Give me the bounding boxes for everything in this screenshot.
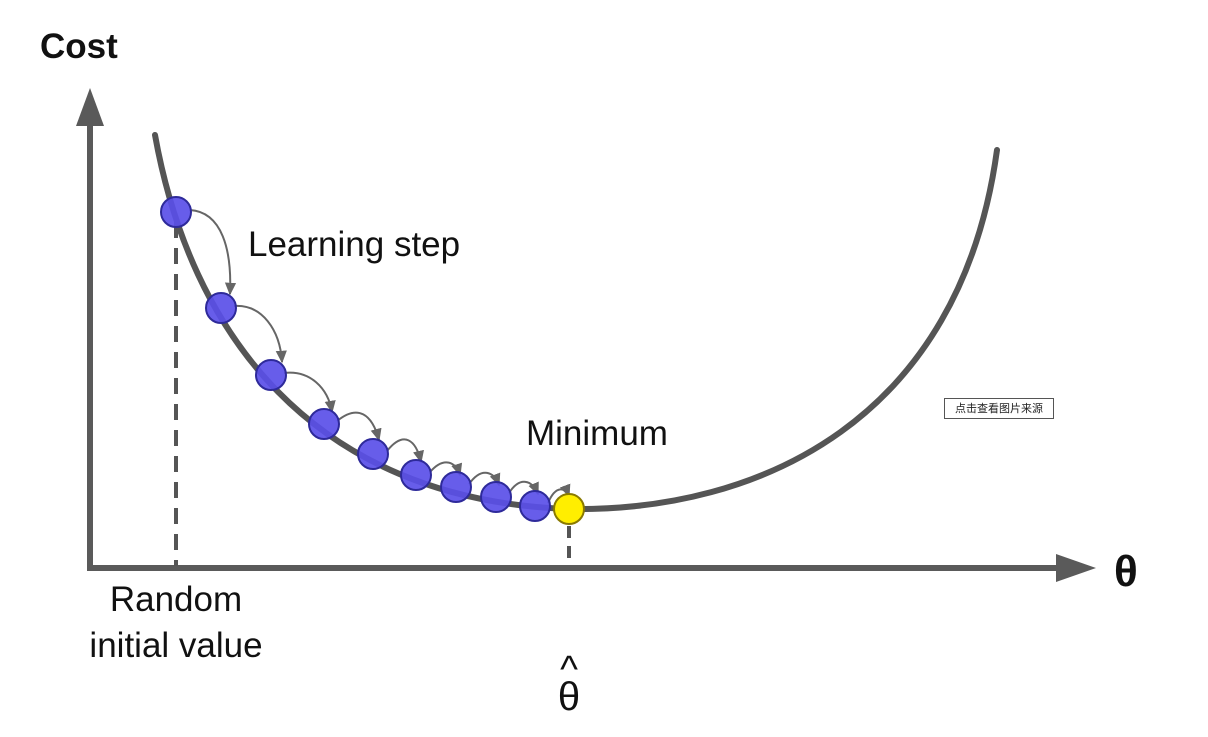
step-point: [400, 459, 432, 491]
step-point: [255, 359, 287, 391]
x-axis-arrowhead: [1056, 554, 1096, 582]
theta-hat-accent: ^: [560, 649, 578, 691]
learning-step-label: Learning step: [248, 225, 460, 264]
step-point: [205, 292, 237, 324]
random-label-line2: initial value: [89, 626, 262, 665]
minimum-label: Minimum: [526, 414, 668, 453]
step-arrow-4: [336, 411, 382, 442]
y-axis-arrowhead: [76, 88, 104, 126]
cost-axis-label: Cost: [40, 27, 118, 66]
step-arrow-3: [283, 371, 336, 414]
view-image-source-button[interactable]: 点击查看图片来源: [944, 398, 1054, 419]
random-label-line1: Random: [110, 580, 242, 619]
step-arrow-5: [386, 438, 424, 464]
learning-steps: [160, 196, 551, 522]
step-point: [519, 490, 551, 522]
theta-axis-label: θ: [1114, 547, 1138, 596]
step-point: [440, 471, 472, 503]
step-arrow-1: [189, 209, 237, 296]
minimum-point: [553, 493, 585, 525]
step-point: [160, 196, 192, 228]
theta-hat-label: θ: [558, 675, 580, 719]
step-point: [480, 481, 512, 513]
step-point: [308, 408, 340, 440]
step-arrow-2: [233, 304, 287, 364]
step-point: [357, 438, 389, 470]
